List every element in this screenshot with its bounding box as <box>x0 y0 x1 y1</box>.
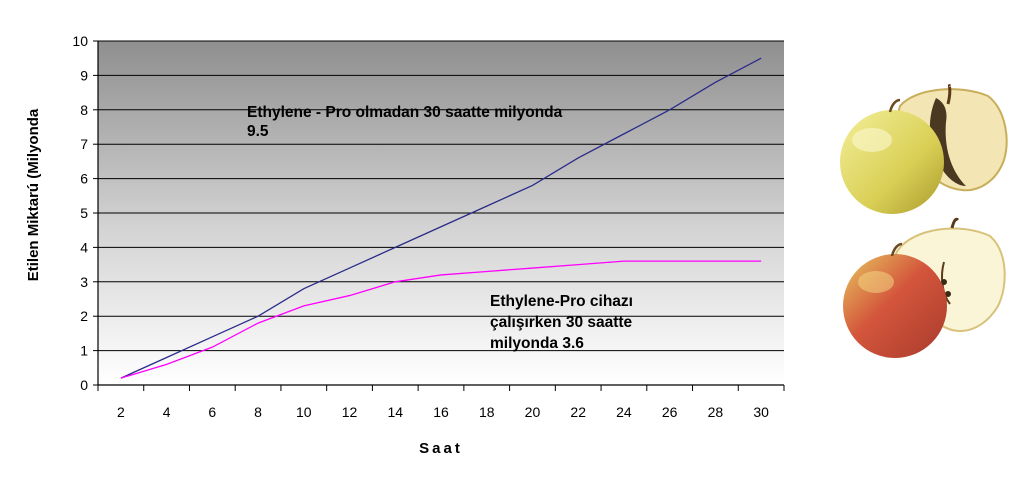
x-tick-label-16: 16 <box>433 404 449 420</box>
annotation-with-device-line-1: Ethylene-Pro cihazı <box>490 293 633 310</box>
y-tick-label-1: 1 <box>80 343 88 359</box>
x-tick-label-8: 8 <box>254 404 262 420</box>
x-tick-label-12: 12 <box>342 404 358 420</box>
y-tick-label-10: 10 <box>72 33 88 49</box>
series-lines <box>120 57 762 379</box>
x-tick-label-18: 18 <box>479 404 495 420</box>
x-axis-title: Saat <box>419 440 463 457</box>
y-tick-label-6: 6 <box>80 171 88 187</box>
y-tick-label-3: 3 <box>80 274 88 290</box>
annotation-with-device-line-2: çalışırken 30 saatte <box>490 314 633 331</box>
y-axis-title: Etilen Miktarú (Milyonda <box>25 108 42 281</box>
y-tick-label-0: 0 <box>80 377 88 393</box>
y-tick-label-8: 8 <box>80 102 88 118</box>
x-tick-label-4: 4 <box>163 404 171 420</box>
y-tick-label-2: 2 <box>80 308 88 324</box>
gridlines <box>98 40 784 352</box>
y-tick-label-9: 9 <box>80 67 88 83</box>
annotation-without-device: Ethylene - Pro olmadan 30 saatte milyond… <box>247 104 567 140</box>
x-tick-label-30: 30 <box>753 404 769 420</box>
x-tick-label-28: 28 <box>708 404 724 420</box>
series-line-2 <box>120 260 762 379</box>
annotation-with-device: Ethylene-Pro cihazı çalışırken 30 saatte… <box>490 293 637 352</box>
x-tick-label-26: 26 <box>662 404 678 420</box>
y-tick-label-4: 4 <box>80 239 88 255</box>
x-tick-label-6: 6 <box>208 404 216 420</box>
annotation-without-device-line-1: Ethylene - Pro olmadan 30 saatte milyond… <box>247 104 563 121</box>
x-tick-label-22: 22 <box>570 404 586 420</box>
x-tick-label-24: 24 <box>616 404 632 420</box>
apple-yellow-halved-icon <box>840 84 1008 214</box>
x-tick-label-10: 10 <box>296 404 312 420</box>
series-line-1 <box>120 57 762 379</box>
x-tick-label-2: 2 <box>117 404 125 420</box>
y-tick-label-5: 5 <box>80 205 88 221</box>
y-tick-label-7: 7 <box>80 136 88 152</box>
x-tick-label-20: 20 <box>525 404 541 420</box>
apple-red-halved-icon <box>843 217 1006 358</box>
annotation-with-device-line-3: milyonda 3.6 <box>490 335 584 352</box>
x-tick-label-14: 14 <box>387 404 403 420</box>
annotation-without-device-line-2: 9.5 <box>247 123 269 140</box>
